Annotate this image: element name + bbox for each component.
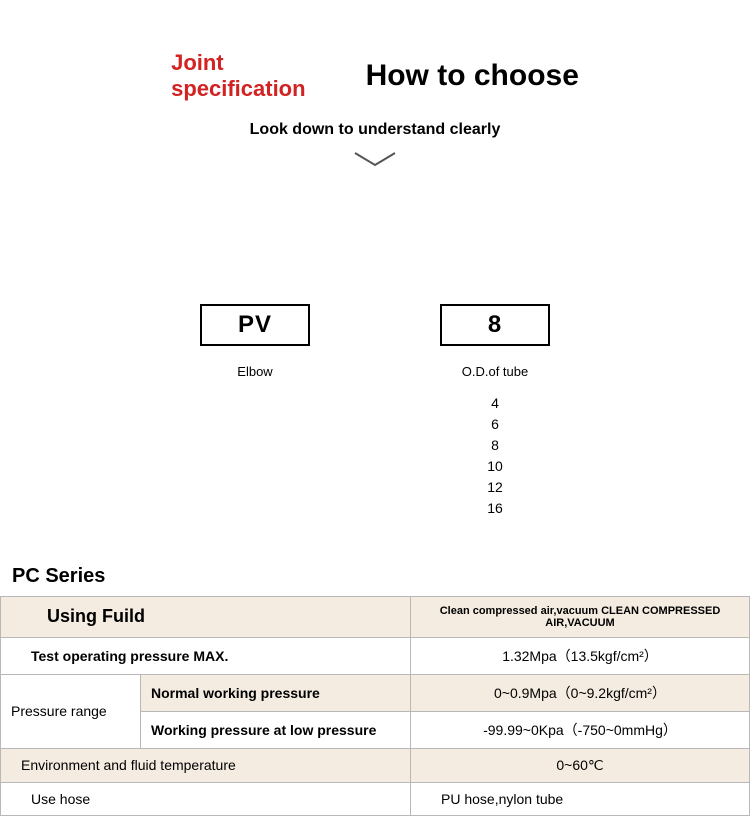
subtitle: Look down to understand clearly <box>0 121 750 139</box>
hose-label-cell: Use hose <box>1 782 411 815</box>
hose-value-cell: PU hose,nylon tube <box>411 782 750 815</box>
env-value-cell: 0~60℃ <box>411 748 750 782</box>
header-row: Joint specification How to choose <box>0 0 750 103</box>
low-label-cell: Working pressure at low pressure <box>141 711 411 748</box>
od-value: 12 <box>487 477 503 498</box>
black-title: How to choose <box>366 59 579 93</box>
test-value-cell: 1.32Mpa（13.5kgf/cm²） <box>411 637 750 674</box>
fluid-label-cell: Using Fuild <box>1 596 411 637</box>
code-box-pv: PV <box>200 304 310 346</box>
spec-table: Using Fuild Clean compressed air,vacuum … <box>0 596 750 816</box>
od-value: 8 <box>487 435 503 456</box>
selector-row: PV Elbow 8 O.D.of tube 4 6 8 10 12 16 <box>0 304 750 519</box>
od-value: 16 <box>487 498 503 519</box>
normal-label-cell: Normal working pressure <box>141 674 411 711</box>
table-row: Environment and fluid temperature 0~60℃ <box>1 748 750 782</box>
normal-value-cell: 0~0.9Mpa（0~9.2kgf/cm²） <box>411 674 750 711</box>
code-label-right: O.D.of tube <box>462 364 528 379</box>
od-value: 6 <box>487 414 503 435</box>
fluid-value-cell: Clean compressed air,vacuum CLEAN COMPRE… <box>411 596 750 637</box>
env-label-cell: Environment and fluid temperature <box>1 748 411 782</box>
od-values: 4 6 8 10 12 16 <box>487 393 503 519</box>
selector-right: 8 O.D.of tube 4 6 8 10 12 16 <box>440 304 550 519</box>
table-row: Pressure range Normal working pressure 0… <box>1 674 750 711</box>
table-row: Use hose PU hose,nylon tube <box>1 782 750 815</box>
od-value: 4 <box>487 393 503 414</box>
od-value: 10 <box>487 456 503 477</box>
low-value-cell: -99.99~0Kpa（-750~0mmHg） <box>411 711 750 748</box>
red-title: Joint specification <box>171 50 305 103</box>
series-title: PC Series <box>12 565 750 588</box>
code-label-left: Elbow <box>237 364 272 379</box>
range-label-cell: Pressure range <box>1 674 141 748</box>
selector-left: PV Elbow <box>200 304 310 519</box>
test-label-cell: Test operating pressure MAX. <box>1 637 411 674</box>
chevron-down-icon <box>0 151 750 174</box>
code-box-8: 8 <box>440 304 550 346</box>
table-row: Using Fuild Clean compressed air,vacuum … <box>1 596 750 637</box>
table-row: Test operating pressure MAX. 1.32Mpa（13.… <box>1 637 750 674</box>
